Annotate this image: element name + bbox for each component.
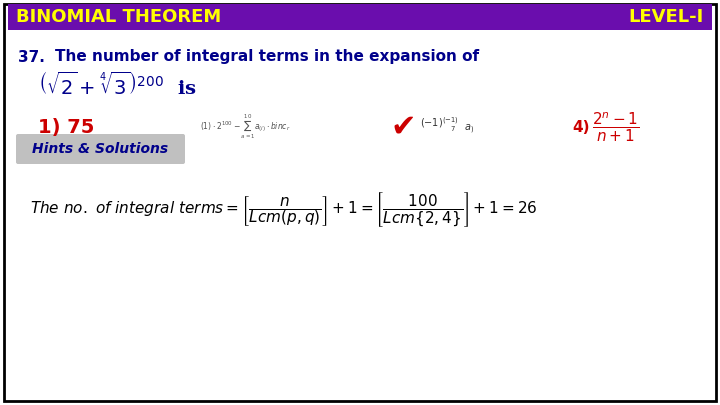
Text: $\left(\sqrt{2}+\sqrt[4]{3}\right)^{200}$  is: $\left(\sqrt{2}+\sqrt[4]{3}\right)^{200}… xyxy=(38,71,197,99)
Text: BINOMIAL THEOREM: BINOMIAL THEOREM xyxy=(16,8,221,26)
Text: Hints & Solutions: Hints & Solutions xyxy=(32,142,168,156)
Text: $_{7}$   $a_{)}$: $_{7}$ $a_{)}$ xyxy=(450,122,474,136)
Text: $\mathit{The\ no.\ of\ integral\ terms} = \left[\dfrac{n}{Lcm(p,q)}\right] + 1 =: $\mathit{The\ no.\ of\ integral\ terms} … xyxy=(30,191,538,229)
Text: $\dfrac{2^{n}-1}{n+1}$: $\dfrac{2^{n}-1}{n+1}$ xyxy=(592,110,639,144)
FancyBboxPatch shape xyxy=(16,134,185,164)
Text: ✔: ✔ xyxy=(390,113,415,141)
Text: 37.: 37. xyxy=(18,49,45,64)
FancyBboxPatch shape xyxy=(8,4,712,30)
FancyBboxPatch shape xyxy=(4,4,716,401)
Text: LEVEL-I: LEVEL-I xyxy=(629,8,704,26)
Text: 4): 4) xyxy=(572,119,590,134)
Text: $\left(1\right)\cdot 2^{100}-\sum_{a=1}^{10}a_{(i)}\cdot binc_r$: $\left(1\right)\cdot 2^{100}-\sum_{a=1}^… xyxy=(200,113,291,141)
Text: The number of integral terms in the expansion of: The number of integral terms in the expa… xyxy=(55,49,479,64)
Text: $(-1)^{(-1)}$: $(-1)^{(-1)}$ xyxy=(420,115,459,130)
Text: 1) 75: 1) 75 xyxy=(38,117,94,136)
